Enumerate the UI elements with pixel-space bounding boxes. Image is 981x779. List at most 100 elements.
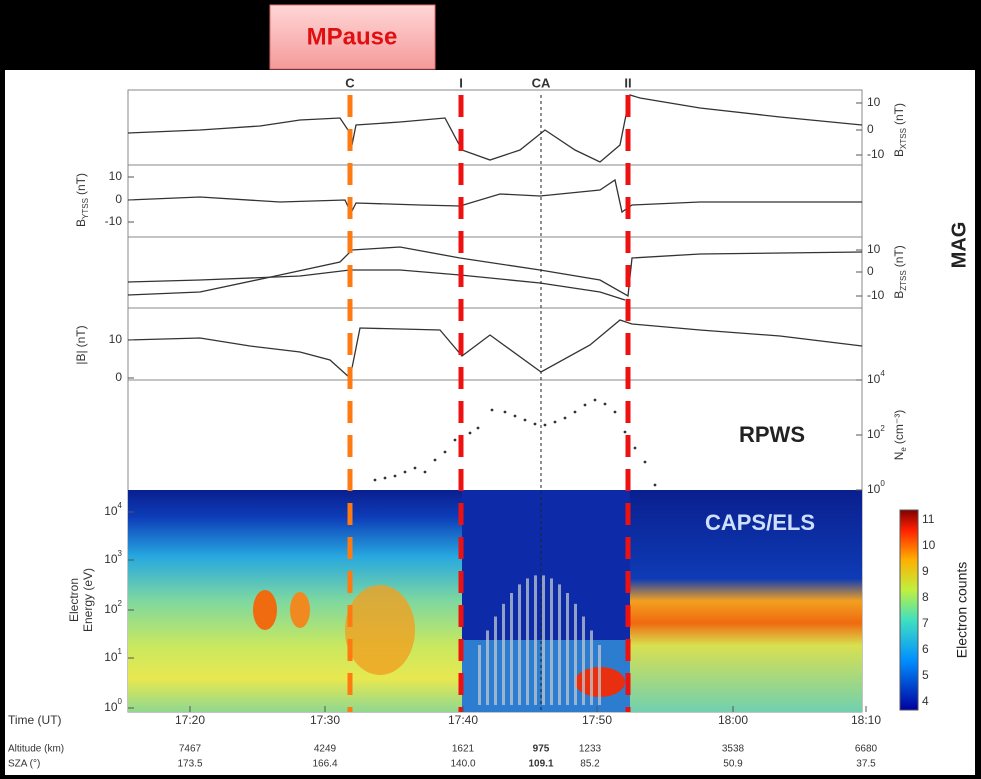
tick-label: 0: [115, 192, 122, 206]
rpws-dot: [613, 410, 617, 414]
rpws-dot: [490, 408, 494, 412]
rpws-dot: [513, 414, 517, 418]
rpws-dot: [373, 478, 377, 482]
tick-exponent: 4: [880, 369, 885, 378]
tick-label: 10: [867, 242, 881, 256]
time-tick-label: 18:10: [851, 713, 881, 727]
altitude-value: 6680: [855, 744, 878, 755]
striation: [590, 630, 593, 705]
axis-label: |B| (nT): [74, 325, 88, 364]
altitude-value: 3538: [722, 744, 745, 755]
tick-exponent: 2: [880, 424, 885, 433]
marker-label: CA: [532, 75, 551, 90]
caps-label: CAPS/ELS: [705, 510, 815, 535]
tick-label: 103: [104, 549, 122, 566]
tick-base: 10: [867, 427, 881, 441]
tick-label: 102: [867, 424, 885, 441]
striation: [598, 645, 601, 705]
tick-exponent: 3: [118, 549, 123, 558]
axis-label-subscript: XTSS: [899, 128, 908, 149]
time-tick-label: 18:00: [718, 713, 748, 727]
tick-base: 10: [104, 602, 118, 616]
colorbar-tick: 7: [922, 616, 929, 630]
axis-label-main: B: [74, 219, 88, 227]
rpws-dot: [403, 470, 407, 474]
axis-label: Ne (cm⁻³): [892, 410, 908, 460]
axis-label-main: Electron: [67, 578, 81, 622]
time-axis-label: Time (UT): [8, 713, 62, 727]
tick-base: 10: [867, 482, 881, 496]
mpause-label: MPause: [307, 23, 398, 50]
tick-label: 102: [104, 599, 122, 616]
mag-label: MAG: [948, 222, 970, 269]
sza-value: 173.5: [177, 759, 202, 770]
tick-label: 101: [104, 647, 122, 664]
tick-base: 10: [867, 372, 881, 386]
axis-label: BXTSS (nT): [892, 103, 908, 157]
sza-value: 85.2: [580, 759, 600, 770]
colorbar-label: Electron counts: [954, 562, 970, 659]
striation: [502, 603, 505, 705]
tick-exponent: 1: [118, 647, 123, 656]
tick-base: 10: [104, 552, 118, 566]
striation: [542, 575, 545, 705]
spectrogram-striations: [478, 575, 601, 705]
striation: [494, 616, 497, 705]
bz-trace-a: [127, 246, 863, 298]
rpws-dot: [383, 476, 387, 480]
tick-label: -10: [105, 214, 123, 228]
rpws-dot: [603, 402, 607, 406]
tick-label: 104: [867, 369, 885, 386]
spectrogram-blob: [345, 585, 415, 675]
sza-value: 50.9: [723, 759, 743, 770]
tick-exponent: 4: [118, 501, 123, 510]
rpws-density: [373, 398, 657, 487]
rpws-dot: [653, 483, 657, 487]
altitude-label: Altitude (km): [8, 744, 64, 755]
rpws-dot: [393, 474, 397, 478]
spectrogram: [128, 490, 862, 712]
rpws-dot: [443, 450, 447, 454]
rpws-label: RPWS: [739, 422, 805, 447]
spectrogram-blob: [253, 590, 277, 630]
axis-label-subscript: YTSS: [81, 198, 90, 219]
striation: [534, 575, 537, 705]
striation: [518, 584, 521, 705]
spectrogram-blob: [290, 592, 310, 628]
axis-label-main: B: [892, 149, 906, 157]
colorbar-tick: 6: [922, 642, 929, 656]
colorbar-tick: 10: [922, 538, 936, 552]
axis-label: BZTSS (nT): [892, 245, 908, 298]
rpws-dot: [476, 426, 480, 430]
b-magnitude-trace: [127, 319, 863, 380]
axis-label-unit: (cm⁻³): [892, 410, 906, 444]
spectrogram-right: [630, 490, 862, 712]
rpws-dot: [563, 416, 567, 420]
rpws-dot: [583, 403, 587, 407]
rpws-dot: [503, 410, 507, 414]
tick-label: -10: [867, 288, 885, 302]
striation: [526, 578, 529, 705]
axis-label-main: B: [892, 291, 906, 299]
tick-label: 0: [867, 264, 874, 278]
rpws-dot: [523, 418, 527, 422]
time-tick-label: 17:50: [582, 713, 612, 727]
rpws-dot: [553, 420, 557, 424]
striation: [478, 645, 481, 705]
tick-label: 10: [867, 95, 881, 109]
rpws-dot: [533, 422, 537, 426]
altitude-value: 7467: [179, 744, 202, 755]
axis-label-unit: (nT): [74, 173, 88, 195]
tick-label: 104: [104, 501, 122, 518]
colorbar-tick: 5: [922, 668, 929, 682]
axis-label-subscript: ZTSS: [899, 270, 908, 290]
marker-label: I: [459, 75, 463, 90]
time-tick-label: 17:40: [448, 713, 478, 727]
mpause-box: [269, 4, 436, 70]
rpws-dot: [413, 466, 417, 470]
sza-value: 109.1: [528, 759, 553, 770]
tick-exponent: 0: [880, 479, 885, 488]
tick-label: -10: [867, 147, 885, 161]
striation: [510, 592, 513, 705]
